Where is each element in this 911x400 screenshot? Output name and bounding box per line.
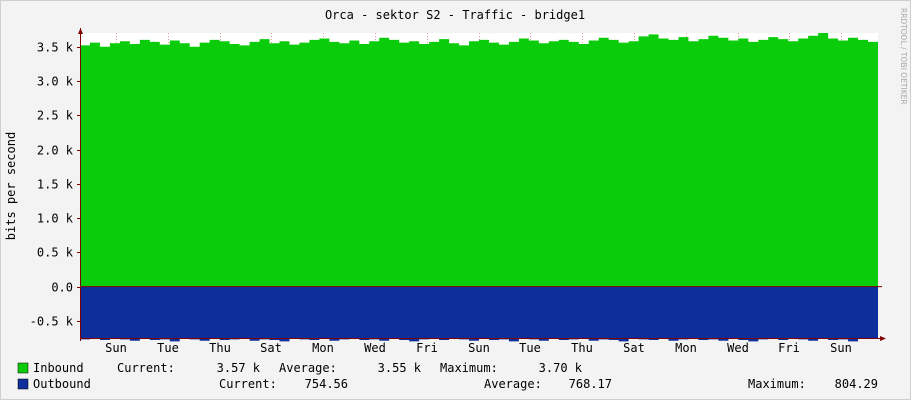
- y-tick-label: 0.0: [51, 281, 73, 295]
- x-tick-label: Thu: [209, 341, 231, 355]
- legend-swatch-inbound: [17, 362, 29, 374]
- x-tick-label: Fri: [416, 341, 438, 355]
- x-tick-label: Sun: [105, 341, 127, 355]
- x-tick-label: Tue: [157, 341, 179, 355]
- legend-inbound-average-label: Average:: [279, 361, 337, 375]
- legend-inbound-average-value: 3.55 k: [378, 361, 422, 375]
- legend-inbound-current-label: Current:: [117, 361, 175, 375]
- x-tick-label: Thu: [571, 341, 593, 355]
- y-tick-labels: 3.5 k 3.0 k 2.5 k 2.0 k 1.5 k 1.0 k 0.5 k 0.0 -0…: [30, 41, 74, 329]
- legend-outbound-maximum-label: Maximum:: [748, 377, 806, 391]
- chart-title: Orca - sektor S2 - Traffic - bridge1: [325, 8, 585, 22]
- y-tick-label: 2.5 k: [37, 109, 74, 123]
- series-areas: [80, 33, 878, 342]
- legend-swatch-outbound: [17, 378, 29, 390]
- x-tick-label: Mon: [675, 341, 697, 355]
- legend-inbound-maximum-label: Maximum:: [440, 361, 498, 375]
- y-tick-label: 0.5 k: [37, 246, 74, 260]
- legend-outbound-average-label: Average:: [484, 377, 542, 391]
- y-tick-label: -0.5 k: [30, 315, 74, 329]
- legend-inbound-current-value: 3.57 k: [217, 361, 261, 375]
- x-tick-label: Sat: [260, 341, 282, 355]
- axes: [77, 28, 886, 341]
- x-tick-label: Wed: [727, 341, 749, 355]
- y-axis-label: bits per second: [4, 132, 18, 240]
- inbound-area: [80, 33, 878, 287]
- x-tick-labels: Sun Tue Thu Sat Mon Wed Fri Sun Tue Thu Sat Mon Wed F…: [105, 341, 852, 355]
- legend-outbound-current-label: Current:: [219, 377, 277, 391]
- y-axis-arrow: [78, 28, 83, 34]
- x-axis-arrow: [880, 336, 886, 341]
- legend-outbound-current-value: 754.56: [305, 377, 348, 391]
- x-tick-label: Tue: [519, 341, 541, 355]
- y-tick-label: 1.0 k: [37, 212, 74, 226]
- legend-inbound-maximum-value: 3.70 k: [539, 361, 583, 375]
- y-tick-label: 3.0 k: [37, 75, 74, 89]
- x-tick-label: Mon: [312, 341, 334, 355]
- x-tick-label: Sun: [830, 341, 852, 355]
- legend-outbound-maximum-value: 804.29: [835, 377, 878, 391]
- legend-outbound-average-value: 768.17: [569, 377, 612, 391]
- legend-inbound-name: Inbound: [33, 361, 84, 375]
- x-tick-label: Fri: [778, 341, 800, 355]
- x-tick-label: Wed: [364, 341, 386, 355]
- y-tick-label: 1.5 k: [37, 178, 74, 192]
- x-tick-label: Sat: [623, 341, 645, 355]
- rrdtool-watermark: RRDTOOL / TOBI OETIKER: [899, 8, 908, 105]
- x-tick-label: Sun: [468, 341, 490, 355]
- outbound-area: [80, 286, 878, 342]
- y-tick-label: 2.0 k: [37, 144, 74, 158]
- y-tick-label: 3.5 k: [37, 41, 74, 55]
- legend-outbound-name: Outbound: [33, 377, 91, 391]
